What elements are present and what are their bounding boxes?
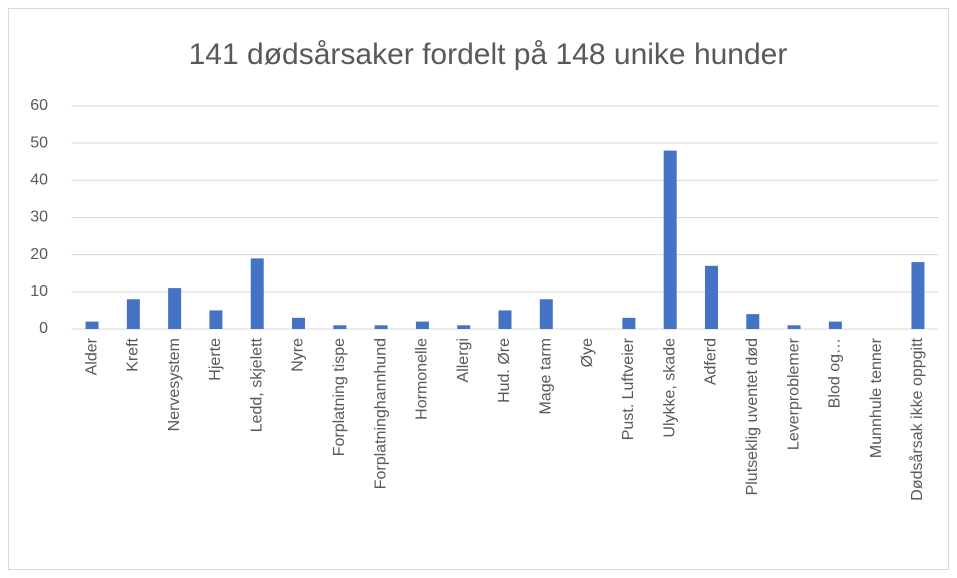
chart-border xyxy=(8,8,949,570)
x-tick-label: Kreft xyxy=(125,337,142,371)
x-tick-label: Ledd, skjelett xyxy=(248,337,265,432)
x-tick-label: Nervesystem xyxy=(166,338,183,431)
x-tick-label: Hjerte xyxy=(207,338,224,381)
bar xyxy=(622,317,636,329)
y-tick-label: 50 xyxy=(30,134,48,151)
y-tick-label: 20 xyxy=(30,246,48,263)
bar xyxy=(168,288,182,329)
x-tick-label: Hormonelle xyxy=(414,338,431,420)
bar xyxy=(498,310,512,329)
x-tick-label: Leverproblemer xyxy=(785,337,802,450)
x-tick-label: Mage tarm xyxy=(538,338,555,414)
x-tick-label: Nyre xyxy=(290,338,307,372)
chart-title: 141 dødsårsaker fordelt på 148 unike hun… xyxy=(189,38,788,71)
bar xyxy=(539,299,553,329)
bar xyxy=(333,325,347,329)
bar xyxy=(704,265,718,329)
bar xyxy=(209,310,223,329)
bar xyxy=(828,321,842,329)
bar xyxy=(457,325,471,329)
bar xyxy=(85,321,99,329)
bar xyxy=(292,317,306,329)
x-tick-label: Blod og… xyxy=(827,338,844,408)
bar xyxy=(374,325,388,329)
x-tick-label: Forplatning tispe xyxy=(331,338,348,456)
x-tick-label: Adferd xyxy=(703,338,720,385)
x-tick-label: Pust. Luftveier xyxy=(620,337,637,440)
x-tick-label: Munnhule tenner xyxy=(868,337,885,458)
x-tick-label: Alder xyxy=(83,337,100,375)
bar xyxy=(126,299,140,329)
x-tick-label: Plutseklig uventet død xyxy=(744,338,761,495)
x-tick-label: Øye xyxy=(579,338,596,367)
bar xyxy=(746,314,760,329)
y-tick-label: 30 xyxy=(30,209,48,226)
x-tick-label: Hud. Øre xyxy=(496,338,513,403)
y-tick-label: 60 xyxy=(30,97,48,114)
bar xyxy=(787,325,801,329)
bar xyxy=(250,258,264,329)
bar xyxy=(911,262,925,329)
y-tick-label: 40 xyxy=(30,172,48,189)
y-tick-label: 10 xyxy=(30,283,48,300)
x-tick-label: Allergi xyxy=(455,338,472,382)
bar xyxy=(663,150,677,329)
y-tick-label: 0 xyxy=(39,320,48,337)
x-tick-label: Dødsårsak ikke oppgitt xyxy=(908,337,926,500)
x-tick-label: Ulykke, skade xyxy=(661,338,678,438)
bar xyxy=(415,321,429,329)
x-tick-label: Forplatninghannhund xyxy=(372,338,389,489)
